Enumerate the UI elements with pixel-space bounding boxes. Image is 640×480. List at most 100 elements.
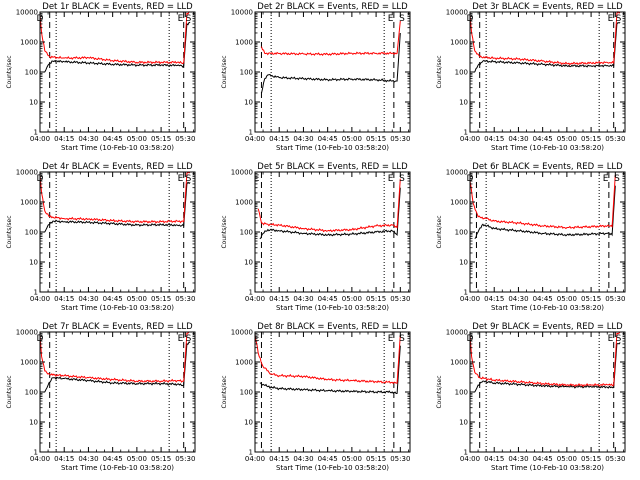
plot-frame — [254, 11, 411, 133]
x-tick-label: 04:15 — [484, 135, 504, 143]
event-marker-e: E — [388, 334, 394, 344]
y-axis-label: Counts/sec — [221, 215, 228, 248]
event-marker-d: D — [467, 14, 474, 24]
event-marker-e: E — [608, 334, 614, 344]
y-tick-label: 10 — [29, 259, 38, 267]
x-tick-label: 05:00 — [342, 295, 362, 303]
x-axis-label: Start Time (10-Feb-10 03:58:20) — [491, 304, 604, 312]
series-line-events — [44, 341, 191, 393]
x-tick-label: 05:30 — [605, 455, 625, 463]
series-line-events — [474, 21, 621, 73]
x-axis-label: Start Time (10-Feb-10 03:58:20) — [276, 304, 389, 312]
x-tick-label: 05:15 — [581, 455, 601, 463]
x-tick-label: 04:15 — [269, 295, 289, 303]
event-marker-d: D — [467, 174, 474, 184]
event-marker-d: D — [37, 334, 44, 344]
y-tick-label: 100 — [455, 229, 468, 237]
x-tick-label: 05:15 — [366, 295, 386, 303]
x-tick-label: 05:15 — [151, 295, 171, 303]
x-tick-label: 05:00 — [127, 295, 147, 303]
y-tick-label: 10000 — [231, 169, 253, 177]
y-tick-label: 10000 — [446, 169, 468, 177]
x-tick-label: 05:00 — [127, 455, 147, 463]
x-tick-label: 04:30 — [293, 135, 313, 143]
plot-frame — [254, 331, 411, 453]
event-marker-s: S — [186, 174, 192, 184]
series-line-lld — [257, 178, 401, 233]
x-tick-label: 05:15 — [366, 455, 386, 463]
x-tick-label: 04:30 — [78, 295, 98, 303]
x-tick-label: 04:30 — [78, 135, 98, 143]
plot-frame — [39, 171, 196, 293]
x-tick-label: 04:15 — [269, 455, 289, 463]
chart-title: Det 3r BLACK = Events, RED = LLD — [472, 2, 623, 12]
chart-panel-3: Det 3r BLACK = Events, RED = LLD 1 10 100 10… — [436, 2, 626, 152]
event-marker-s: S — [616, 14, 622, 24]
x-tick-label: 04:30 — [508, 135, 528, 143]
x-tick-label: 04:45 — [318, 135, 338, 143]
x-tick-label: 04:30 — [508, 455, 528, 463]
series-line-events — [474, 342, 621, 393]
x-tick-label: 04:30 — [293, 455, 313, 463]
x-axis-label: Start Time (10-Feb-10 03:58:20) — [61, 144, 174, 152]
y-tick-label: 10000 — [16, 329, 38, 337]
y-tick-label: 1000 — [20, 199, 38, 207]
y-tick-label: 1 — [464, 449, 468, 457]
chart-title: Det 6r BLACK = Events, RED = LLD — [472, 162, 623, 172]
series-line-events — [259, 187, 401, 240]
chart-title: Det 5r BLACK = Events, RED = LLD — [257, 162, 408, 172]
y-tick-label: 1000 — [235, 39, 253, 47]
x-tick-label: 04:30 — [293, 295, 313, 303]
plot-frame — [469, 331, 626, 453]
y-tick-label: 10000 — [16, 9, 38, 17]
y-axis-label: Counts/sec — [6, 215, 13, 248]
x-tick-label: 04:00 — [460, 295, 480, 303]
event-marker-e: E — [178, 174, 184, 184]
x-tick-label: 04:00 — [30, 455, 50, 463]
x-tick-label: 05:00 — [342, 455, 362, 463]
event-marker-e: E — [178, 334, 184, 344]
x-tick-label: 04:45 — [103, 295, 123, 303]
chart-title: Det 8r BLACK = Events, RED = LLD — [257, 322, 408, 332]
x-tick-label: 04:00 — [460, 455, 480, 463]
series-line-events — [44, 21, 191, 73]
event-marker-s: S — [399, 174, 405, 184]
chart-title: Det 4r BLACK = Events, RED = LLD — [42, 162, 193, 172]
series-line-events — [259, 345, 401, 395]
plot-frame — [469, 171, 626, 293]
x-tick-label: 04:45 — [533, 135, 553, 143]
x-tick-label: 05:30 — [175, 455, 195, 463]
y-tick-label: 100 — [455, 69, 468, 77]
x-tick-label: 05:15 — [151, 455, 171, 463]
chart-panel-5: Det 5r BLACK = Events, RED = LLD 1 10 100 10… — [221, 162, 411, 312]
x-tick-label: 04:00 — [245, 295, 265, 303]
x-tick-label: 05:30 — [175, 135, 195, 143]
event-marker-d: D — [37, 14, 44, 24]
event-marker-e: E — [388, 14, 394, 24]
y-tick-label: 1 — [464, 129, 468, 137]
chart-panel-7: Det 7r BLACK = Events, RED = LLD 1 10 100 10… — [6, 322, 196, 472]
y-tick-label: 1 — [34, 449, 38, 457]
chart-panel-4: Det 4r BLACK = Events, RED = LLD 1 10 100 10… — [6, 162, 196, 312]
chart-panel-2: Det 2r BLACK = Events, RED = LLD 1 10 100 10… — [221, 2, 411, 152]
x-tick-label: 04:00 — [245, 455, 265, 463]
y-axis-label: Counts/sec — [221, 375, 228, 408]
x-tick-label: 05:00 — [557, 295, 577, 303]
event-marker-s: S — [616, 334, 622, 344]
x-tick-label: 05:30 — [390, 295, 410, 303]
x-tick-label: 05:00 — [557, 455, 577, 463]
x-tick-label: 04:15 — [484, 455, 504, 463]
y-tick-label: 10 — [459, 99, 468, 107]
y-tick-label: 100 — [240, 389, 253, 397]
series-line-lld — [261, 20, 401, 57]
x-tick-label: 04:30 — [78, 455, 98, 463]
y-tick-label: 1000 — [20, 359, 38, 367]
y-tick-label: 10 — [459, 259, 468, 267]
event-marker-e: E — [388, 174, 394, 184]
x-tick-label: 05:15 — [581, 295, 601, 303]
series-line-lld — [469, 331, 621, 388]
y-tick-label: 100 — [240, 69, 253, 77]
x-tick-label: 04:00 — [30, 135, 50, 143]
y-tick-label: 10000 — [231, 9, 253, 17]
x-tick-label: 04:15 — [269, 135, 289, 143]
